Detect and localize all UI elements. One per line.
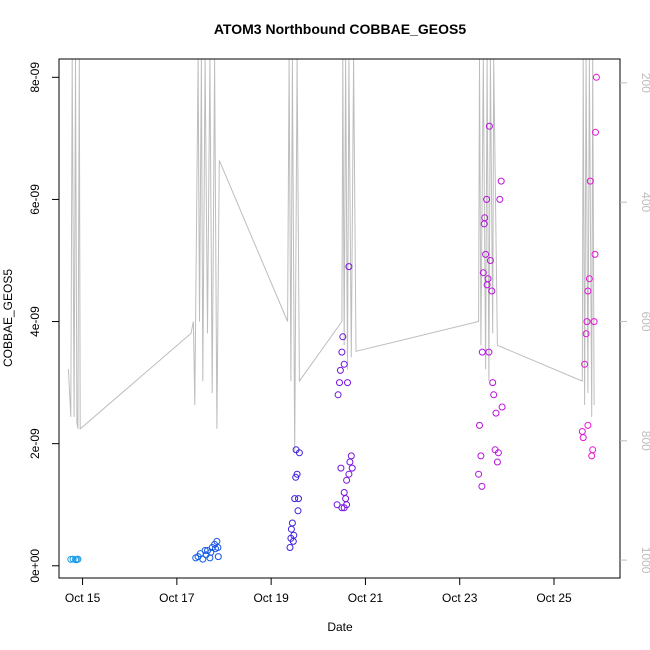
data-point — [348, 464, 356, 472]
data-point — [346, 458, 354, 466]
data-point — [339, 333, 347, 341]
data-point — [485, 348, 493, 356]
pressure-tick-label: 200 — [639, 73, 650, 93]
data-point — [481, 214, 489, 222]
data-points-layer — [67, 73, 600, 564]
y-tick-label: 8e-09 — [28, 62, 42, 93]
x-tick-label: Oct 21 — [348, 591, 384, 605]
data-point — [207, 548, 215, 556]
plot-frame — [58, 58, 621, 579]
data-point — [287, 525, 295, 533]
data-point — [494, 449, 502, 457]
pressure-tick-label: 800 — [639, 431, 650, 451]
data-point — [592, 73, 600, 81]
data-point — [581, 360, 589, 368]
data-point — [333, 501, 341, 509]
data-point — [477, 452, 485, 460]
data-point — [336, 379, 343, 387]
data-point — [214, 553, 222, 561]
data-point — [592, 128, 599, 136]
data-point — [488, 287, 496, 295]
x-tick-label: Oct 15 — [65, 591, 101, 605]
data-point — [291, 495, 299, 503]
data-point — [206, 554, 214, 562]
data-point — [214, 544, 222, 551]
data-point — [582, 330, 590, 338]
data-point — [290, 531, 298, 539]
y-tick-label: 4e-09 — [28, 306, 42, 337]
pressure-tick-label: 600 — [639, 311, 650, 331]
x-tick-label: Oct 25 — [536, 591, 572, 605]
data-point — [343, 501, 351, 509]
y-tick-label: 0e+00 — [28, 549, 42, 583]
data-point — [584, 421, 592, 429]
data-point — [588, 452, 596, 460]
data-point — [478, 348, 486, 356]
data-point — [347, 452, 355, 460]
y-tick-label: 2e-09 — [28, 428, 42, 459]
data-point — [344, 379, 351, 387]
data-point — [334, 391, 342, 399]
pressure-tick-label: 1000 — [639, 547, 650, 574]
y-axis-label: COBBAE_GEOS5 — [1, 269, 15, 367]
x-tick-label: Oct 23 — [442, 591, 478, 605]
y-tick-label: 6e-09 — [28, 184, 42, 215]
data-point — [199, 555, 207, 563]
data-point — [583, 318, 591, 326]
data-point — [490, 391, 498, 399]
data-point — [483, 195, 491, 203]
data-point — [498, 403, 506, 411]
data-point — [288, 519, 296, 527]
axes-layer: Oct 15 Oct 17 Oct 19 Oct 21 Oct 23 Oct 25 0e+0… — [28, 58, 650, 605]
chart-title: ATOM3 Northbound COBBAE_GEOS5 — [214, 21, 466, 37]
pressure-line — [67, 58, 595, 453]
x-tick-label: Oct 19 — [253, 591, 289, 605]
data-point — [485, 122, 493, 130]
data-point — [340, 489, 348, 496]
data-point — [337, 464, 345, 472]
data-point — [295, 449, 303, 457]
data-point — [475, 470, 483, 478]
data-point — [492, 409, 500, 417]
data-point — [493, 458, 501, 466]
data-point — [293, 470, 301, 478]
data-point — [496, 195, 504, 203]
data-point — [338, 504, 346, 512]
data-point — [345, 263, 353, 271]
data-point — [482, 250, 490, 258]
x-tick-label: Oct 17 — [159, 591, 195, 605]
data-point — [340, 360, 348, 368]
data-point — [345, 470, 353, 478]
data-point — [295, 495, 302, 503]
data-point — [343, 476, 351, 484]
x-axis-label: Date — [327, 620, 353, 634]
data-point — [589, 446, 597, 454]
data-point — [73, 556, 81, 564]
data-point — [578, 428, 586, 435]
data-point — [478, 482, 486, 490]
data-point — [479, 269, 487, 277]
data-point — [294, 507, 302, 515]
data-point — [336, 366, 344, 374]
data-point — [590, 318, 598, 326]
data-point — [585, 275, 593, 283]
pressure-trace-layer — [67, 58, 595, 453]
data-point — [476, 421, 483, 429]
data-point — [484, 275, 492, 283]
data-point — [286, 544, 294, 551]
data-point — [338, 348, 346, 356]
data-point — [497, 177, 505, 185]
data-point — [584, 287, 592, 295]
data-point — [591, 250, 599, 258]
data-point — [486, 257, 494, 264]
data-point — [586, 177, 594, 185]
data-point — [579, 434, 587, 442]
data-point — [342, 495, 350, 503]
data-point — [489, 379, 497, 387]
pressure-tick-label: 400 — [639, 192, 650, 212]
